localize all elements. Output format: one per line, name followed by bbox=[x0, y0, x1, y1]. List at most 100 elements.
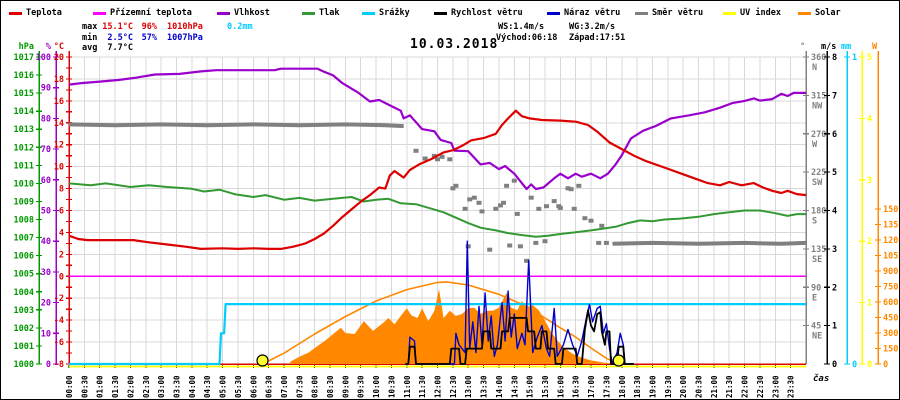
svg-text:1004: 1004 bbox=[14, 288, 34, 298]
legend-item-8: Směr větru bbox=[635, 7, 703, 19]
legend-item-2: Přízemní teplota bbox=[93, 7, 192, 19]
svg-text:1010: 1010 bbox=[14, 179, 34, 189]
svg-text:7: 7 bbox=[832, 91, 837, 101]
svg-text:mm: mm bbox=[841, 42, 851, 52]
svg-text:150: 150 bbox=[883, 345, 898, 355]
svg-text:2: 2 bbox=[59, 250, 64, 260]
legend-item-3: Vlhkost bbox=[217, 7, 270, 19]
svg-text:1: 1 bbox=[852, 53, 857, 63]
legend-label: Rychlost větru bbox=[451, 8, 523, 18]
legend-color-dash bbox=[434, 11, 447, 15]
svg-text:11:00: 11:00 bbox=[403, 375, 412, 398]
svg-text:15:00: 15:00 bbox=[526, 375, 535, 398]
svg-text:6: 6 bbox=[832, 130, 837, 140]
svg-text:4: 4 bbox=[59, 228, 64, 238]
legend-color-dash bbox=[723, 11, 736, 15]
svg-text:600: 600 bbox=[883, 298, 898, 308]
svg-text:07:00: 07:00 bbox=[280, 375, 289, 398]
svg-text:1001: 1001 bbox=[14, 342, 34, 352]
svg-text:04:00: 04:00 bbox=[188, 375, 197, 398]
svg-text:09:30: 09:30 bbox=[357, 375, 366, 398]
svg-text:14:00: 14:00 bbox=[495, 375, 504, 398]
svg-text:18: 18 bbox=[54, 75, 64, 85]
svg-text:6: 6 bbox=[59, 207, 64, 217]
temperature-line bbox=[68, 109, 807, 250]
wind-gust-max: WG:3.2m/s bbox=[569, 22, 616, 32]
svg-text:1014: 1014 bbox=[14, 107, 34, 117]
svg-text:1: 1 bbox=[867, 299, 872, 309]
svg-text:1016: 1016 bbox=[14, 71, 34, 81]
svg-text:5: 5 bbox=[867, 53, 872, 63]
svg-text:1350: 1350 bbox=[883, 221, 899, 231]
legend-label: Teplota bbox=[26, 8, 62, 18]
legend-label: Vlhkost bbox=[234, 8, 270, 18]
svg-text:4: 4 bbox=[867, 114, 872, 124]
svg-text:0: 0 bbox=[852, 360, 857, 370]
svg-text:23:30: 23:30 bbox=[787, 375, 796, 398]
svg-text:05:30: 05:30 bbox=[234, 375, 243, 398]
wind-direction-line-west bbox=[68, 122, 404, 129]
svg-text:1500: 1500 bbox=[883, 205, 899, 215]
wind-axis: 0 1 2 3 4 5 6 7 8m/s bbox=[821, 42, 837, 370]
humidity-line bbox=[68, 67, 806, 191]
svg-text:5: 5 bbox=[832, 168, 837, 178]
svg-text:0: 0 bbox=[867, 360, 872, 370]
chart-date-title: 10.03.2018 bbox=[410, 37, 499, 52]
svg-text:1011: 1011 bbox=[14, 161, 34, 171]
svg-text:90: 90 bbox=[811, 283, 821, 293]
svg-text:50: 50 bbox=[41, 207, 51, 217]
svg-text:14:30: 14:30 bbox=[510, 375, 519, 398]
rain-axis: 0 1mm bbox=[841, 42, 857, 370]
svg-text:20: 20 bbox=[54, 53, 64, 63]
svg-text:12:00: 12:00 bbox=[434, 375, 443, 398]
wind-gust-line bbox=[405, 240, 634, 365]
max-label: max bbox=[82, 22, 98, 32]
legend-color-dash bbox=[635, 11, 648, 15]
legend-item-1: Teplota bbox=[9, 7, 62, 19]
svg-text:30: 30 bbox=[41, 268, 51, 278]
svg-text:1007: 1007 bbox=[14, 234, 34, 244]
svg-text:1008: 1008 bbox=[14, 216, 34, 226]
svg-text:1015: 1015 bbox=[14, 89, 34, 99]
solar-area bbox=[290, 289, 624, 364]
svg-text:16:30: 16:30 bbox=[572, 375, 581, 398]
svg-text:10:00: 10:00 bbox=[372, 375, 381, 398]
legend-color-dash bbox=[217, 11, 230, 15]
sunrise-marker bbox=[256, 354, 269, 367]
svg-text:360: 360 bbox=[811, 53, 826, 63]
svg-text:21:00: 21:00 bbox=[710, 375, 719, 398]
legend-label: UV index bbox=[740, 8, 781, 18]
svg-text:11:30: 11:30 bbox=[418, 375, 427, 398]
min-humidity: 57% bbox=[141, 32, 157, 43]
legend-item-10: Solar bbox=[798, 7, 841, 19]
legend-color-dash bbox=[798, 11, 811, 15]
svg-text:8: 8 bbox=[832, 53, 837, 63]
svg-text:NE: NE bbox=[812, 332, 822, 342]
svg-text:13:30: 13:30 bbox=[480, 375, 489, 398]
svg-text:22:00: 22:00 bbox=[741, 375, 750, 398]
svg-text:W: W bbox=[812, 140, 818, 150]
svg-text:05:00: 05:00 bbox=[219, 375, 228, 398]
svg-text:-8: -8 bbox=[54, 360, 64, 370]
svg-text:4: 4 bbox=[832, 207, 837, 217]
svg-text:19:00: 19:00 bbox=[649, 375, 658, 398]
svg-text:17:30: 17:30 bbox=[602, 375, 611, 398]
svg-text:13:00: 13:00 bbox=[464, 375, 473, 398]
legend-color-dash bbox=[302, 11, 315, 15]
svg-text:0: 0 bbox=[883, 360, 888, 370]
legend-label: Tlak bbox=[319, 8, 340, 18]
svg-text:01:00: 01:00 bbox=[96, 375, 105, 398]
svg-text:SW: SW bbox=[812, 178, 823, 188]
min-temperature: 2.5°C bbox=[107, 32, 133, 43]
svg-text:1005: 1005 bbox=[14, 270, 34, 280]
svg-text:750: 750 bbox=[883, 283, 898, 293]
svg-text:SE: SE bbox=[812, 255, 822, 265]
svg-text:20: 20 bbox=[41, 299, 51, 309]
svg-text:15:30: 15:30 bbox=[541, 375, 550, 398]
svg-text:N: N bbox=[812, 63, 817, 73]
svg-text:1003: 1003 bbox=[14, 306, 34, 316]
svg-text:22:30: 22:30 bbox=[756, 375, 765, 398]
svg-text:1009: 1009 bbox=[14, 198, 34, 208]
svg-text:100: 100 bbox=[36, 53, 51, 63]
